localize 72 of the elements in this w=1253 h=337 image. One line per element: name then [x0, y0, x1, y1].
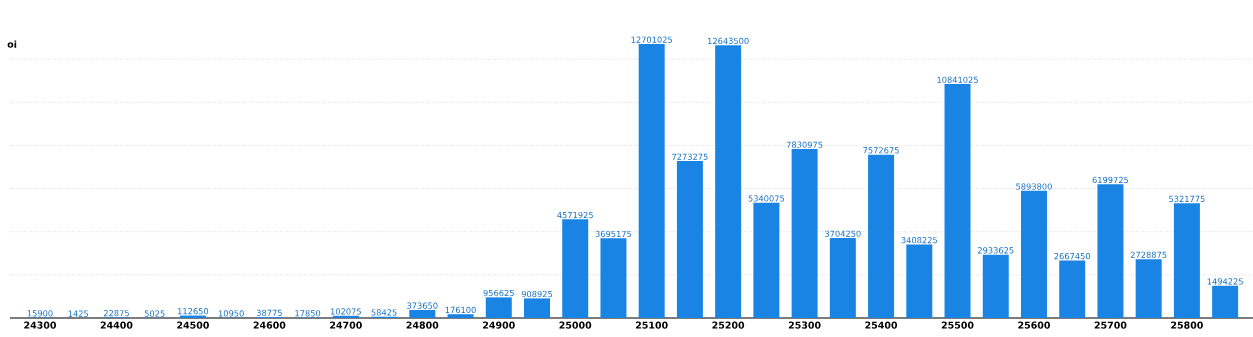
data-label: 12643500 — [708, 37, 749, 45]
bar — [944, 84, 971, 318]
data-label: 10841025 — [937, 76, 978, 83]
bar — [1059, 260, 1086, 318]
x-tick-label: 24700 — [330, 321, 362, 329]
data-label: 5321775 — [1169, 195, 1205, 202]
bar — [1097, 184, 1124, 318]
bar — [1173, 203, 1200, 318]
bar — [447, 314, 474, 318]
data-label: 3704250 — [825, 230, 861, 237]
bar — [638, 44, 665, 318]
bar — [753, 202, 780, 318]
x-tick-label: 25100 — [635, 321, 668, 329]
data-label: 1425 — [68, 310, 89, 317]
x-tick-label: 25000 — [559, 321, 592, 329]
x-tick-label: 25300 — [788, 321, 821, 329]
data-label: 7273275 — [672, 153, 708, 160]
data-label: 5340075 — [748, 195, 785, 202]
data-label: 17850 — [295, 310, 321, 317]
data-label: 3695175 — [595, 230, 632, 238]
bar — [715, 45, 742, 318]
bar — [868, 154, 895, 318]
x-tick-label: 25400 — [865, 321, 898, 329]
x-tick-label: 24800 — [406, 321, 439, 329]
data-label: 7830975 — [786, 141, 823, 148]
bar — [485, 297, 512, 318]
x-tick-label: 25200 — [712, 321, 745, 329]
bar — [1135, 259, 1162, 318]
x-tick-label: 25800 — [1171, 321, 1203, 329]
bar — [982, 254, 1009, 318]
data-label: 4571925 — [557, 211, 593, 219]
data-label: 10950 — [218, 310, 244, 317]
data-label: 176100 — [445, 306, 476, 313]
data-label: 5025 — [144, 310, 165, 317]
data-label: 1494225 — [1207, 278, 1243, 285]
data-label: 112650 — [178, 308, 209, 315]
x-tick-label: 25700 — [1094, 321, 1127, 329]
bar — [523, 298, 550, 318]
x-tick-label: 25600 — [1018, 321, 1051, 329]
data-label: 956625 — [483, 289, 514, 297]
data-label: 3408225 — [901, 237, 937, 244]
data-label: 6199725 — [1092, 176, 1129, 184]
bar — [791, 149, 818, 318]
x-tick-label: 24500 — [177, 321, 209, 329]
data-label: 58425 — [371, 309, 397, 316]
x-tick-label: 24300 — [24, 321, 57, 329]
data-label: 15900 — [27, 310, 53, 317]
data-label: 22875 — [103, 310, 129, 317]
data-label: 2728875 — [1130, 251, 1167, 258]
bar — [562, 219, 589, 318]
data-label: 2667450 — [1054, 253, 1091, 260]
bar — [1212, 285, 1239, 318]
data-label: 2933625 — [977, 247, 1014, 254]
x-tick-label: 24400 — [100, 321, 133, 329]
bar — [906, 244, 933, 318]
bar — [829, 238, 856, 318]
data-label: 5893800 — [1016, 183, 1052, 190]
bar — [332, 315, 359, 318]
bar — [676, 161, 703, 318]
x-tick-label: 25500 — [941, 321, 974, 329]
data-label: 373650 — [407, 302, 438, 309]
data-label: 12701025 — [631, 36, 672, 43]
x-tick-label: 24900 — [483, 321, 515, 329]
bar — [409, 309, 436, 318]
bar — [1020, 190, 1047, 318]
bar — [600, 238, 627, 318]
data-label: 908925 — [521, 290, 553, 298]
y-axis-title: oi — [7, 40, 17, 48]
x-tick-label: 24600 — [253, 321, 286, 329]
data-label: 38775 — [256, 309, 282, 316]
data-label: 7572675 — [863, 147, 899, 154]
data-label: 102075 — [330, 308, 361, 315]
